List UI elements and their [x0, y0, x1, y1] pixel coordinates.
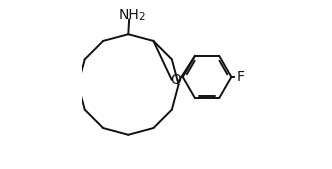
Text: F: F — [236, 70, 244, 84]
Text: NH: NH — [119, 8, 139, 22]
Text: 2: 2 — [139, 12, 145, 22]
Text: O: O — [170, 73, 181, 87]
